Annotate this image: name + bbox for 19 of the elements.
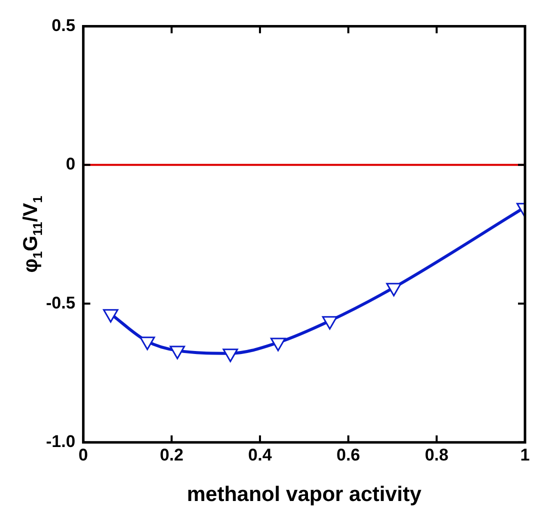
y-tick-label: 0.5 [52,16,76,35]
y-axis-title: φ1G11/V1 [20,196,45,273]
x-tick-label: 0.8 [424,445,448,464]
y-tick-label: -1.0 [46,432,76,452]
y-tick-label: -0.5 [46,293,76,312]
x-axis-title: methanol vapor activity [186,483,422,506]
y-tick-label: 0 [66,154,76,174]
point [103,309,118,323]
x-tick-label: 0.4 [248,445,272,464]
point [270,338,286,352]
point [222,348,238,362]
point [140,336,156,350]
x-tick-label: 0.6 [336,445,360,464]
point [322,316,338,330]
x-tick-label: 1 [520,445,530,464]
point [386,282,402,296]
x-tick-label: 0.2 [160,445,184,464]
x-tick-label: 0 [78,445,88,464]
point [170,346,186,360]
